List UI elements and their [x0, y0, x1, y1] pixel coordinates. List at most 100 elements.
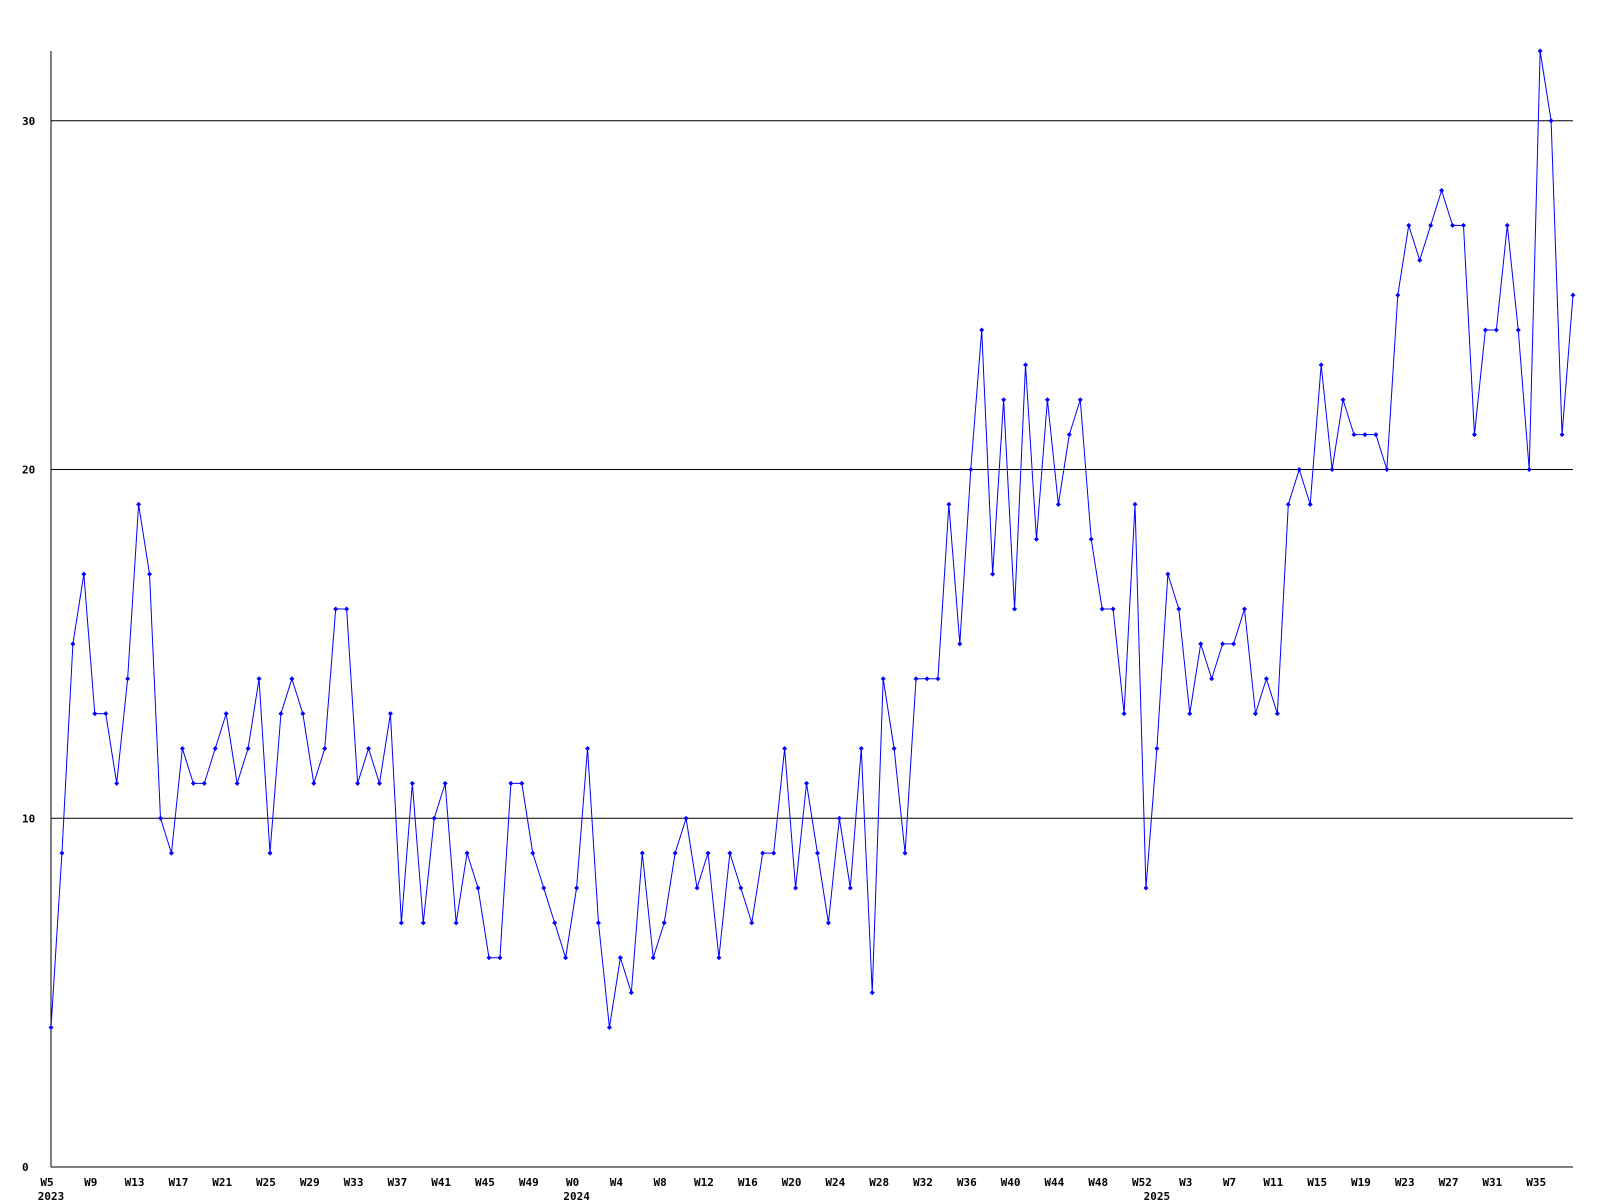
- year-label: 2024: [563, 1190, 590, 1200]
- x-tick-label: W23: [1395, 1176, 1415, 1189]
- point-marker: [1055, 501, 1061, 507]
- point-marker: [1351, 432, 1357, 438]
- x-tick-label: W16: [738, 1176, 758, 1189]
- point-marker: [81, 571, 87, 577]
- x-tick-label: W45: [475, 1176, 495, 1189]
- year-label: 2025: [1144, 1190, 1171, 1200]
- point-marker: [716, 955, 722, 961]
- x-tick-label: W49: [519, 1176, 539, 1189]
- point-marker: [508, 780, 514, 786]
- point-marker: [1033, 536, 1039, 542]
- point-marker: [628, 990, 634, 996]
- point-marker: [585, 746, 591, 751]
- point-marker: [431, 815, 437, 821]
- x-tick-label: W3: [1179, 1176, 1192, 1189]
- point-marker: [1504, 222, 1510, 228]
- point-marker: [935, 676, 941, 682]
- x-tick-label: W12: [694, 1176, 714, 1189]
- x-tick-label: W17: [168, 1176, 188, 1189]
- point-marker: [946, 501, 952, 507]
- point-marker: [1044, 397, 1050, 403]
- point-marker: [1395, 292, 1401, 298]
- point-marker: [1263, 676, 1269, 682]
- point-marker: [1165, 571, 1171, 577]
- point-marker: [1537, 48, 1543, 54]
- x-tick-label: W36: [957, 1176, 977, 1189]
- point-marker: [782, 746, 788, 751]
- x-tick-label: W19: [1351, 1176, 1371, 1189]
- point-marker: [1428, 222, 1434, 228]
- x-tick-label: W25: [256, 1176, 276, 1189]
- point-marker: [913, 676, 919, 682]
- x-tick-label: W40: [1001, 1176, 1021, 1189]
- point-marker: [563, 955, 569, 961]
- point-marker: [968, 467, 974, 472]
- point-marker: [1198, 641, 1204, 647]
- point-marker: [497, 955, 503, 961]
- point-marker: [1012, 606, 1018, 612]
- point-marker: [847, 885, 853, 891]
- point-marker: [694, 885, 700, 891]
- point-marker: [376, 780, 382, 786]
- point-marker: [1001, 397, 1007, 403]
- y-tick-label: 30: [22, 115, 35, 128]
- point-marker: [1548, 118, 1554, 124]
- point-marker: [1176, 606, 1182, 612]
- x-tick-label: W9: [84, 1176, 97, 1189]
- point-marker: [1406, 222, 1412, 228]
- point-marker: [1307, 501, 1313, 507]
- point-marker: [891, 746, 897, 751]
- point-marker: [333, 606, 339, 612]
- point-marker: [1066, 432, 1072, 438]
- year-label: 2023: [38, 1190, 65, 1200]
- point-marker: [804, 780, 810, 786]
- point-marker: [1274, 711, 1280, 717]
- point-marker: [1559, 432, 1565, 438]
- point-marker: [398, 920, 404, 926]
- x-tick-label: W37: [387, 1176, 407, 1189]
- point-marker: [957, 641, 963, 647]
- point-marker: [595, 920, 601, 926]
- x-tick-label: W31: [1482, 1176, 1502, 1189]
- point-marker: [1252, 711, 1258, 717]
- point-marker: [147, 571, 153, 577]
- x-tick-label: W24: [825, 1176, 845, 1189]
- point-marker: [59, 850, 65, 856]
- point-marker: [793, 885, 799, 891]
- point-marker: [1482, 327, 1488, 333]
- point-marker: [125, 676, 131, 682]
- point-marker: [1340, 397, 1346, 403]
- point-marker: [552, 920, 558, 926]
- point-marker: [1493, 327, 1499, 333]
- y-tick-label: 0: [22, 1161, 29, 1174]
- point-marker: [606, 1025, 612, 1030]
- point-marker: [136, 501, 142, 507]
- point-marker: [1450, 222, 1456, 228]
- point-marker: [858, 746, 864, 751]
- x-tick-label: W28: [869, 1176, 889, 1189]
- point-marker: [1318, 362, 1324, 368]
- x-tick-label: W20: [782, 1176, 802, 1189]
- point-marker: [1077, 397, 1083, 403]
- point-marker: [1242, 606, 1248, 612]
- point-marker: [70, 641, 76, 647]
- x-tick-label: W7: [1223, 1176, 1236, 1189]
- point-marker: [727, 850, 733, 856]
- point-marker: [212, 746, 218, 751]
- point-marker: [475, 885, 481, 891]
- x-tick-label: W52: [1132, 1176, 1152, 1189]
- point-marker: [924, 676, 930, 682]
- point-marker: [1154, 746, 1160, 751]
- point-marker: [990, 571, 996, 577]
- x-tick-label: W35: [1526, 1176, 1546, 1189]
- point-marker: [486, 955, 492, 961]
- point-marker: [289, 676, 295, 682]
- point-marker: [168, 850, 174, 856]
- point-marker: [661, 920, 667, 926]
- point-marker: [1329, 467, 1335, 472]
- point-marker: [190, 780, 196, 786]
- point-marker: [617, 955, 623, 961]
- point-marker: [1471, 432, 1477, 438]
- point-marker: [1373, 432, 1379, 438]
- x-tick-label: W33: [344, 1176, 364, 1189]
